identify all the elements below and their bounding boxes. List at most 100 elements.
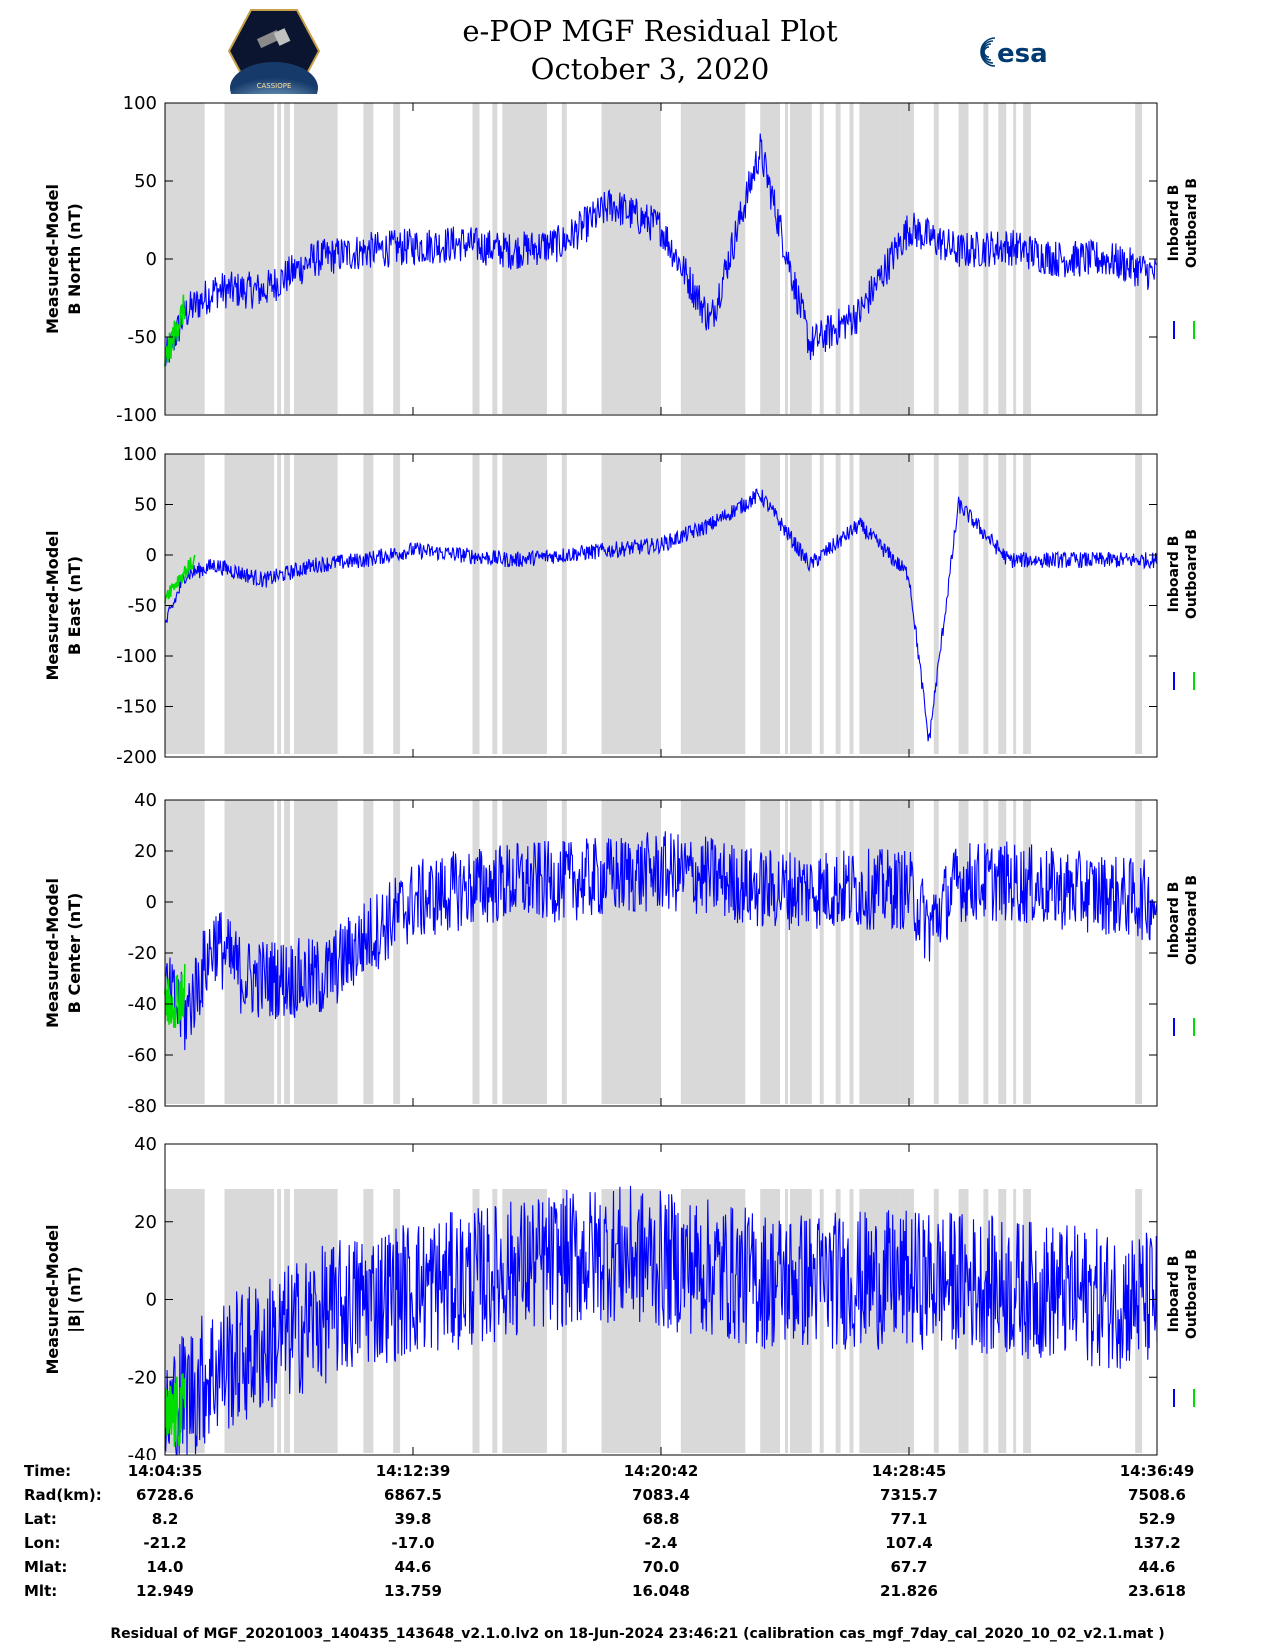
data-gap-band	[958, 103, 969, 414]
data-gap-band	[1013, 103, 1017, 414]
plot-title: e-POP MGF Residual Plot	[462, 14, 838, 48]
data-gap-band	[165, 454, 205, 754]
info-cell: 23.618	[1128, 1582, 1186, 1600]
inboard-series-line	[164, 133, 1158, 367]
y-axis-label-line2: B North (nT)	[65, 203, 84, 315]
info-cell: 44.6	[394, 1558, 432, 1576]
info-cell: 6728.6	[136, 1486, 194, 1504]
data-gap-band	[1023, 1189, 1032, 1453]
data-gap-band	[601, 454, 661, 754]
info-cell: 107.4	[885, 1534, 933, 1552]
data-gap-band	[293, 454, 338, 754]
data-gap-band	[492, 103, 498, 414]
data-gap-band	[835, 103, 841, 414]
inboard-series-line	[164, 831, 1158, 1051]
data-gap-band	[1135, 454, 1143, 754]
data-gap-band	[785, 800, 788, 1104]
outboard-series-line	[164, 554, 196, 604]
data-gap-band	[899, 103, 914, 414]
y-axis-label-line2: B Center (nT)	[65, 893, 84, 1014]
data-gap-band	[849, 103, 854, 414]
info-cell: 14:04:35	[127, 1462, 203, 1480]
data-gap-band	[1013, 454, 1017, 754]
panel-1: 100 50 0 -50 -100 Measured-Model B North (nT) I…	[43, 93, 1200, 426]
esa-logo-text: esa	[997, 39, 1048, 69]
inboard-series-line	[164, 488, 1158, 742]
data-gap-band	[933, 454, 939, 754]
y-tick-label: 40	[134, 1134, 157, 1155]
legend-outboard-label: Outboard B	[1184, 178, 1200, 268]
data-gap-band	[472, 1189, 480, 1453]
data-gap-band	[760, 454, 781, 754]
data-gap-band	[789, 103, 812, 414]
data-gap-band	[561, 800, 567, 1104]
y-tick-label: 0	[146, 1290, 157, 1311]
data-gap-band	[899, 454, 914, 754]
footer-caption: Residual of MGF_20201003_140435_143648_v…	[110, 1626, 1165, 1642]
data-gap-band	[933, 103, 939, 414]
data-gap-band	[983, 454, 989, 754]
info-row-label: Mlt:	[24, 1582, 58, 1600]
info-row-label: Lon:	[24, 1534, 61, 1552]
data-gap-band	[277, 103, 282, 414]
info-row-label: Mlat:	[24, 1558, 68, 1576]
data-gap-band	[819, 800, 824, 1104]
panel-4: 40 20 0 -20 -40 Measured-Model |B| (nT) Inboard…	[43, 1134, 1200, 1460]
data-gap-band	[835, 800, 841, 1104]
info-cell: 8.2	[151, 1510, 179, 1528]
data-gap-band	[284, 454, 290, 754]
info-cell: 68.8	[642, 1510, 680, 1528]
outboard-series-line	[164, 964, 186, 1028]
data-gap-band	[835, 1189, 841, 1453]
y-axis-label-line1: Measured-Model	[43, 530, 62, 680]
data-gap-band	[760, 103, 781, 414]
panel-2: 100 50 0 -50 -100 -150 -200 Measured-Model B Eas…	[43, 444, 1200, 768]
data-gap-band	[561, 1189, 567, 1453]
info-cell: 16.048	[632, 1582, 690, 1600]
data-gap-band	[835, 454, 841, 754]
data-gap-band	[277, 800, 282, 1104]
y-tick-label: 20	[134, 1212, 157, 1233]
info-cell: 39.8	[394, 1510, 432, 1528]
info-cell: 13.759	[384, 1582, 442, 1600]
info-cell: 67.7	[890, 1558, 928, 1576]
data-gap-band	[363, 454, 374, 754]
y-tick-label: -20	[128, 1367, 157, 1388]
data-gap-band	[958, 800, 969, 1104]
legend-inboard-label: Inboard B	[1166, 882, 1182, 959]
info-cell: 21.826	[880, 1582, 938, 1600]
data-gap-band	[561, 454, 567, 754]
data-gap-band	[1013, 800, 1017, 1104]
data-gap-band	[1023, 800, 1032, 1104]
y-tick-label: -80	[128, 1096, 157, 1117]
info-row-label: Rad(km):	[24, 1486, 102, 1504]
y-tick-label: -40	[128, 1445, 157, 1460]
data-gap-band	[393, 800, 401, 1104]
data-gap-band	[849, 800, 854, 1104]
data-gap-band	[1023, 454, 1032, 754]
data-gap-band	[760, 800, 781, 1104]
data-gap-band	[859, 454, 900, 754]
data-gap-band	[601, 103, 661, 414]
data-gap-band	[224, 454, 275, 754]
data-gap-band	[849, 454, 854, 754]
info-cell: 7315.7	[880, 1486, 938, 1504]
legend-inboard-label: Inboard B	[1166, 1256, 1182, 1333]
info-cell: -2.4	[644, 1534, 678, 1552]
data-gap-band	[785, 454, 788, 754]
y-tick-label: -200	[116, 747, 157, 768]
data-gap-band	[472, 103, 480, 414]
y-tick-label: 40	[134, 790, 157, 811]
info-cell: 70.0	[642, 1558, 680, 1576]
data-gap-band	[502, 454, 547, 754]
info-cell: 14.0	[146, 1558, 184, 1576]
data-gap-band	[983, 800, 989, 1104]
data-gap-band	[293, 800, 338, 1104]
info-cell: -17.0	[391, 1534, 435, 1552]
data-gap-band	[363, 800, 374, 1104]
legend-outboard-label: Outboard B	[1184, 529, 1200, 619]
data-gap-band	[165, 800, 205, 1104]
info-cell: 14:28:45	[871, 1462, 947, 1480]
info-cell: 44.6	[1138, 1558, 1176, 1576]
y-tick-label: 0	[146, 249, 157, 270]
